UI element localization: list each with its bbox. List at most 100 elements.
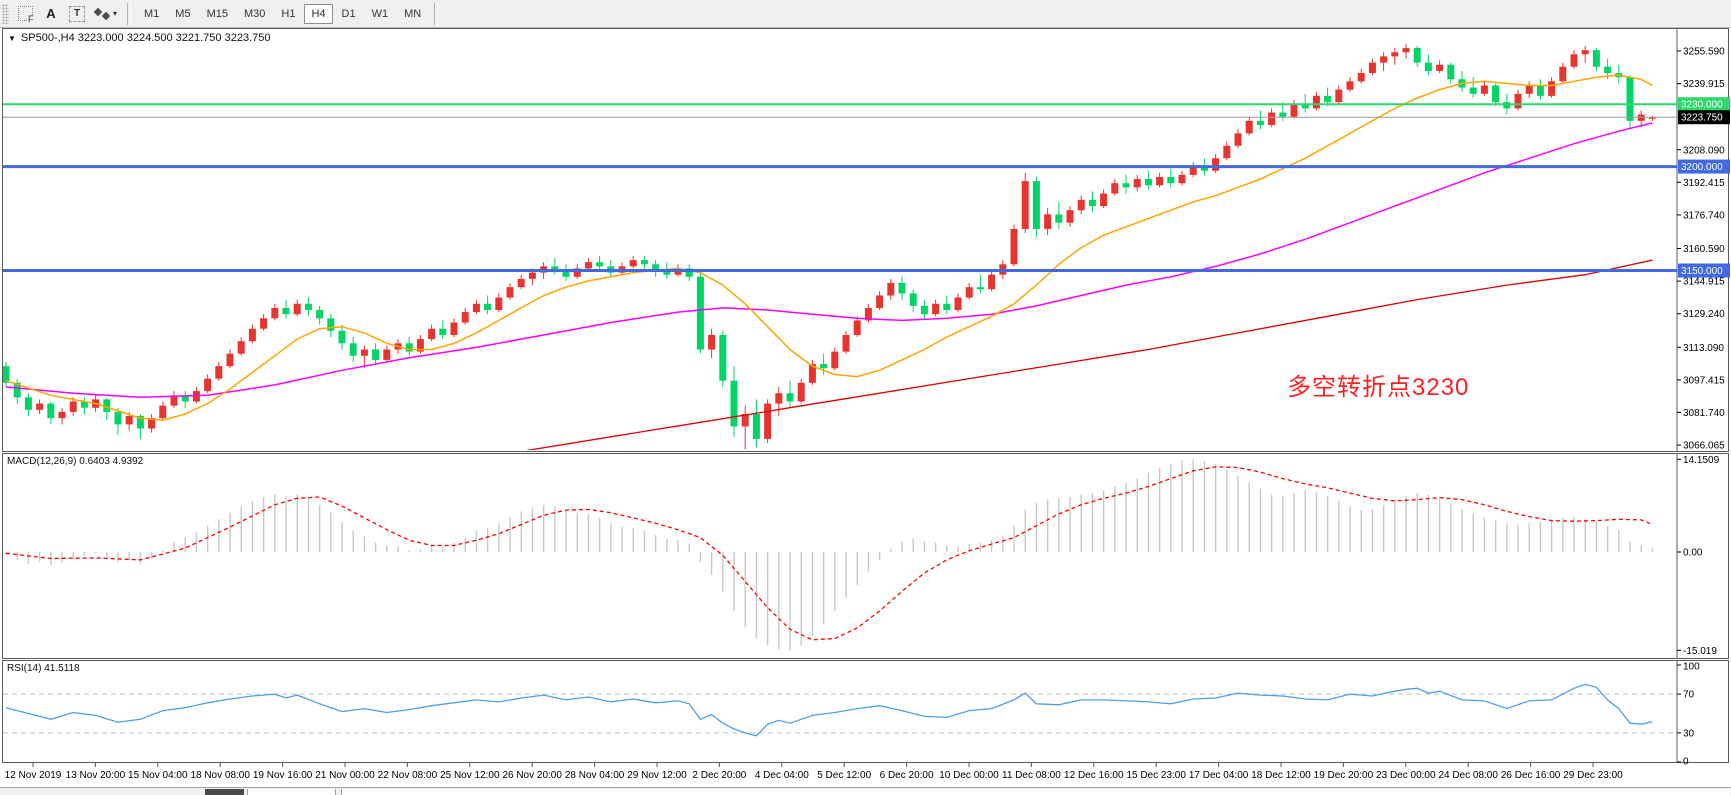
candle-body (1480, 85, 1488, 94)
candle-body (170, 395, 178, 406)
candle-body (215, 366, 223, 379)
candle-body (596, 262, 604, 267)
rsi-tick-label: 0 (1683, 757, 1689, 768)
rsi-panel (2, 660, 1729, 763)
time-tick-label: 19 Nov 16:00 (253, 770, 313, 781)
candle-body (741, 413, 749, 427)
macd-tick-label: 14.1509 (1683, 455, 1720, 466)
candle-body (47, 403, 55, 419)
timeframe-button-M1[interactable]: M1 (137, 4, 166, 24)
candle-body (1604, 66, 1612, 74)
candle-body (1032, 181, 1040, 229)
shapes-tool-button[interactable]: ▾ (91, 3, 121, 25)
time-tick-label: 6 Dec 20:00 (880, 770, 934, 781)
price-tick-label: 3239.915 (1683, 79, 1725, 90)
candle-body (730, 380, 738, 427)
macd-signal-line (5, 466, 1653, 641)
candle-body (1346, 81, 1354, 90)
timeframe-button-M15[interactable]: M15 (200, 4, 235, 24)
rsi-tick-label: 100 (1683, 662, 1700, 673)
timeframe-button-W1[interactable]: W1 (365, 4, 396, 24)
rsi-line (5, 683, 1653, 737)
candle-body (69, 401, 77, 412)
candle-body (562, 270, 570, 277)
price-tick-label: 3097.415 (1683, 375, 1725, 386)
candle-body (775, 393, 783, 404)
timeframe-button-MN[interactable]: MN (397, 4, 428, 24)
toolbar-separator-2 (434, 2, 439, 25)
rsi-tick-label: 30 (1683, 728, 1695, 739)
candle-body (1167, 176, 1175, 184)
price-badge-3200.000-bg (1678, 159, 1730, 174)
candle-body (1055, 214, 1063, 223)
grid-icon-letter: F (28, 14, 34, 24)
current-price-badge-bg (1678, 110, 1730, 125)
candle-body (1301, 104, 1309, 109)
candle-body (1536, 85, 1544, 96)
candle-body (1525, 85, 1533, 94)
candle-body (293, 303, 301, 315)
status-bar (0, 787, 1731, 795)
timeframe-button-M5[interactable]: M5 (168, 4, 197, 24)
time-tick-label: 13 Nov 20:00 (66, 770, 126, 781)
boxed-t-letter: T (73, 7, 81, 19)
letter-a-icon: A (46, 6, 56, 21)
candle-body (237, 341, 245, 354)
candle-body (1402, 48, 1410, 53)
candle-body (786, 393, 794, 402)
time-tick-label: 21 Nov 00:00 (315, 770, 375, 781)
toolbar-grip-handle[interactable] (2, 3, 9, 24)
candle-body (472, 303, 480, 313)
price-tick-label: 3208.090 (1683, 145, 1725, 156)
price-tick-label: 3129.240 (1683, 309, 1725, 320)
candle-body (1234, 133, 1242, 146)
timeframe-button-M30[interactable]: M30 (237, 4, 272, 24)
time-tick-label: 26 Dec 16:00 (1501, 770, 1561, 781)
candle-body (831, 351, 839, 369)
candle-body (416, 339, 424, 352)
text-box-tool-button[interactable]: T (65, 3, 89, 25)
price-badge-3230.000-text: 3230.000 (1681, 100, 1723, 111)
time-tick-label: 29 Nov 12:00 (627, 770, 687, 781)
candle-body (1223, 145, 1231, 159)
candle-body (864, 307, 872, 321)
time-tick-label: 2 Dec 20:00 (692, 770, 746, 781)
dropdown-caret-icon: ▾ (113, 9, 118, 18)
candle-body (1178, 174, 1186, 184)
candle-body (1424, 62, 1432, 71)
time-tick-label: 28 Nov 04:00 (565, 770, 625, 781)
candle-body (439, 328, 447, 335)
macd-tick-label: 0.00 (1683, 548, 1703, 559)
timeframe-button-H4[interactable]: H4 (304, 3, 333, 24)
macd-layer (5, 459, 1654, 651)
candle-body (629, 260, 637, 267)
candle-body (24, 397, 32, 410)
chart-grid-button[interactable]: F (13, 3, 37, 25)
candle-body (450, 322, 458, 335)
shapes-icon (93, 7, 103, 16)
chart-annotation-text[interactable]: 多空转折点3230 (1287, 374, 1470, 401)
timeframe-button-H1[interactable]: H1 (274, 4, 302, 24)
title-caret-icon: ▼ (8, 34, 16, 43)
candle-body (528, 272, 536, 279)
text-label-tool-button[interactable]: A (39, 3, 63, 25)
toolbar-separator (127, 2, 132, 25)
time-axis[interactable]: 12 Nov 2019 13 Nov 20:00 15 Nov 04:00 18 No… (5, 763, 1624, 781)
candle-body (80, 401, 88, 408)
candle-body (1245, 120, 1253, 134)
price-tick-label: 3255.590 (1683, 47, 1725, 58)
candle-body (1324, 95, 1332, 103)
time-tick-label: 24 Dec 08:00 (1438, 770, 1498, 781)
candle-body (204, 378, 212, 392)
timeframe-button-D1[interactable]: D1 (335, 4, 363, 24)
candle-body (988, 274, 996, 290)
status-pane-1 (247, 789, 336, 795)
candle-body (159, 405, 167, 419)
candle-body (708, 334, 716, 350)
candle-body (1290, 104, 1298, 117)
rsi-indicator-label: RSI(14) 41.5118 (7, 663, 80, 674)
time-tick-label: 29 Dec 23:00 (1563, 770, 1623, 781)
candle-body (551, 266, 559, 271)
candle-body (1503, 102, 1511, 109)
